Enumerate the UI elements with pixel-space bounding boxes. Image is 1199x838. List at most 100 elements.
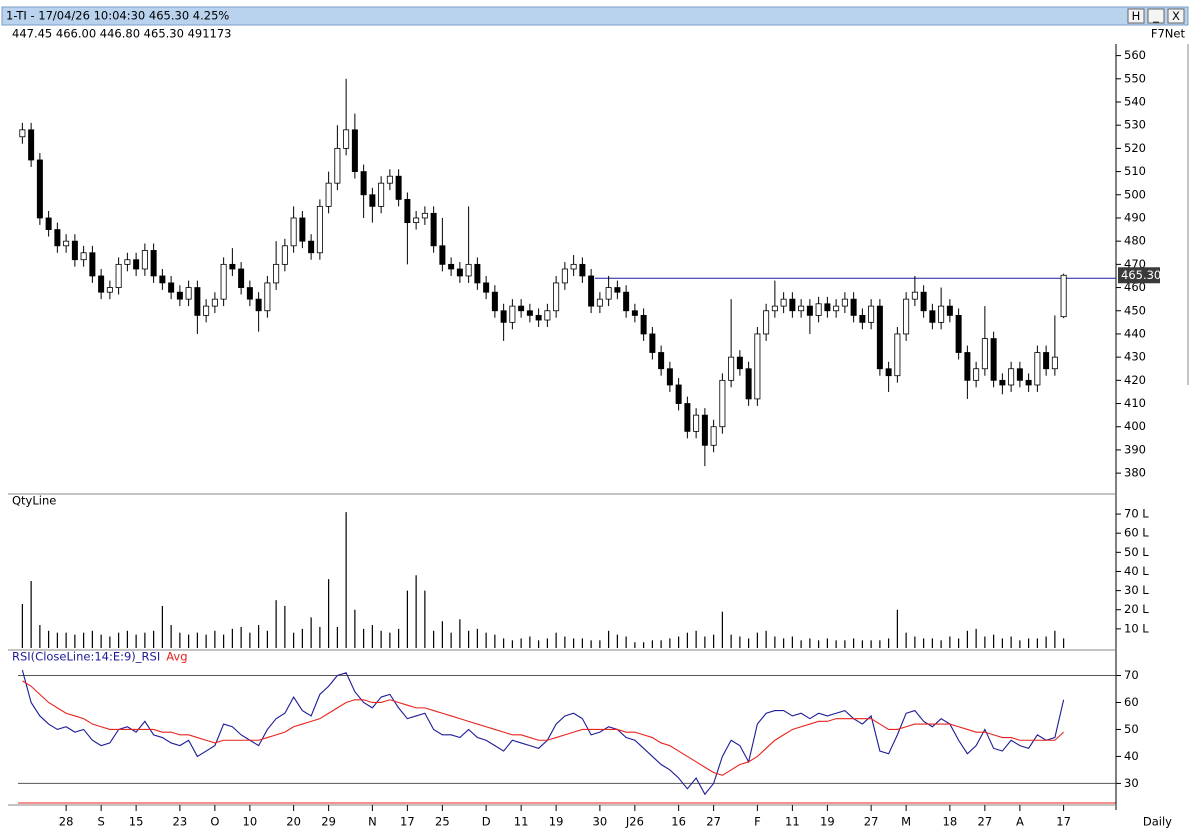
candle-body [54,229,61,247]
y-tick-label: 30 L [1124,583,1149,597]
x-tick-label: 25 [435,815,450,829]
window-button-label[interactable]: _ [1152,9,1159,23]
rsi-line [22,680,1064,776]
candle-body [1060,274,1067,318]
candle-body [273,263,280,284]
candle-body [115,263,122,288]
y-tick-label: 430 [1124,350,1146,364]
candle-body [1008,368,1015,386]
x-tick-label: O [210,815,219,829]
candle-body [955,314,962,353]
window-button[interactable] [1167,8,1185,24]
x-tick-label: 27 [864,815,879,829]
candle-body [561,268,568,284]
x-tick-label: M [901,815,911,829]
candle-body [789,298,796,312]
candle-body [194,287,201,316]
candle-body [911,291,918,300]
x-tick-label: J26 [625,815,644,829]
candle-body [658,352,665,370]
candle-body [220,263,227,300]
candle-body [544,310,551,321]
x-tick-label: 19 [820,815,835,829]
candle-body [1043,352,1050,370]
candle-body [553,282,560,312]
x-tick-label: 27 [706,815,721,829]
candle-body [203,305,210,316]
x-tick-label: 27 [978,815,993,829]
y-tick-label: 70 [1124,668,1139,682]
interval: Daily [1143,815,1172,829]
candle-body [378,182,385,207]
candle-body [1025,379,1032,386]
candle-body [640,314,647,335]
candle-body [798,305,805,312]
candle-body [80,252,87,261]
candle-body [474,263,481,284]
x-tick-label: 23 [173,815,188,829]
candle-body [491,291,498,312]
x-tick-label: 18 [943,815,958,829]
candle-body [89,252,96,277]
candle-body [946,305,953,316]
candle-body [780,298,787,307]
candle-body [859,314,866,323]
candle-body [509,305,516,323]
candle-body [325,182,332,207]
candle-body [885,368,892,377]
candle-body [535,314,542,321]
y-tick-label: 40 [1124,749,1139,763]
x-tick-label: 30 [593,815,608,829]
y-tick-label: 550 [1124,71,1146,85]
x-tick-label: S [97,815,104,829]
window-button-label[interactable]: H [1132,9,1141,23]
candle-body [133,259,140,270]
candle-body [649,333,656,353]
x-tick-label: 29 [321,815,336,829]
candle-body [728,356,735,381]
x-tick-label: F [754,815,761,829]
x-tick-label: 19 [549,815,564,829]
y-tick-label: 500 [1124,187,1146,201]
candle-body [1016,368,1023,381]
y-tick-label: 50 L [1124,545,1149,559]
candle-body [850,298,857,316]
x-tick-label: 11 [785,815,800,829]
candle-body [106,287,113,293]
candle-body [929,310,936,323]
candle-body [264,282,271,312]
source: F7Net [1151,27,1186,41]
candle-body [229,263,236,270]
window-title: 1-TI - 17/04/26 10:04:30 465.30 4.25% [6,9,229,23]
x-tick-label: 20 [286,815,301,829]
candle-body [981,338,988,370]
window-button[interactable] [1147,8,1165,24]
y-tick-label: 20 L [1124,602,1149,616]
y-tick-label: 450 [1124,303,1146,317]
rsi-line [21,669,1065,796]
window-button-label[interactable]: X [1172,9,1180,23]
y-tick-label: 490 [1124,210,1146,224]
candle-body [824,303,831,312]
candle-body [36,159,43,219]
candle-body [973,368,980,381]
candle-body [623,291,630,312]
candle-body [841,298,848,307]
candle-body [369,194,376,207]
candle-body [45,217,52,230]
candle-body [763,310,770,335]
candle-body [710,426,717,446]
candle-body [351,129,358,172]
candle-body [98,275,105,293]
y-tick-label: 400 [1124,419,1146,433]
y-tick-label: 530 [1124,118,1146,132]
window-button[interactable] [1127,8,1145,24]
candle-body [124,259,131,265]
y-tick-label: 390 [1124,442,1146,456]
candle-body [815,303,822,316]
y-tick-label: 10 L [1124,621,1149,635]
candle-body [334,147,341,184]
candle-body [701,414,708,446]
